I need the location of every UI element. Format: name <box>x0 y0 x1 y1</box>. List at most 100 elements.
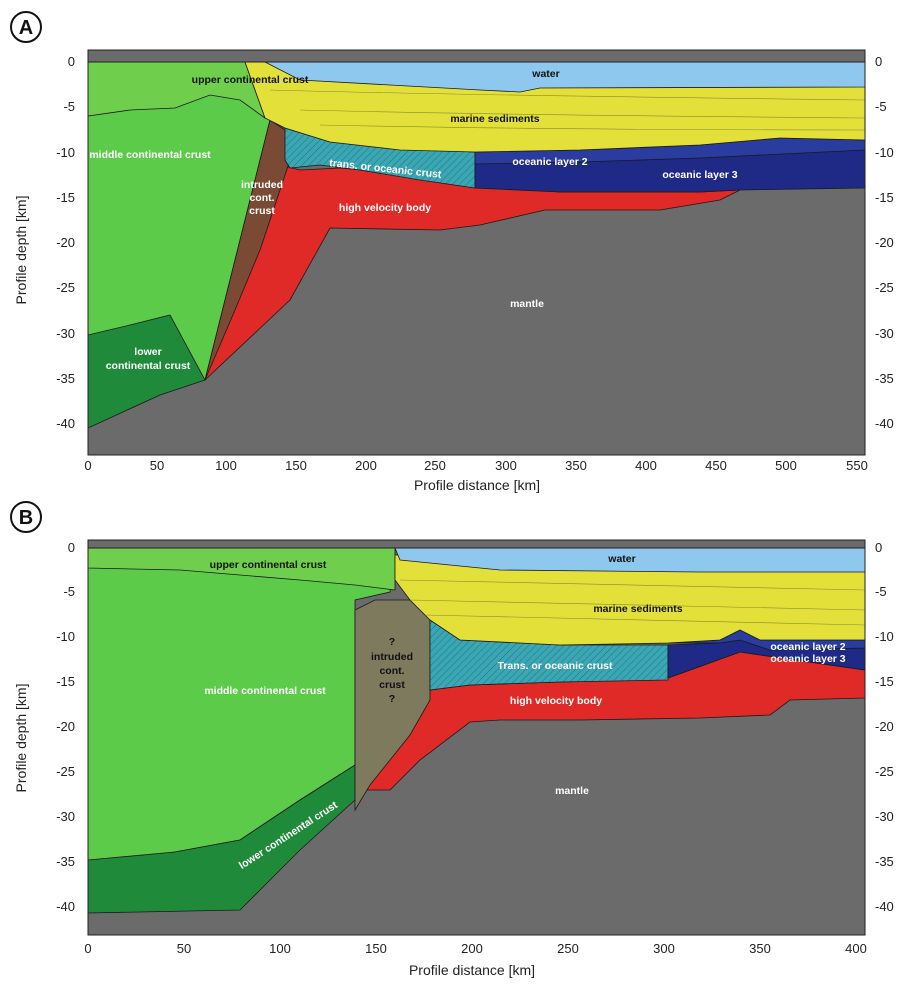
a-xtick: 550 <box>846 458 868 473</box>
panel-b-badge: B <box>19 507 33 529</box>
b-xtick: 300 <box>653 941 675 956</box>
a-ytick: 0 <box>68 54 75 69</box>
a-ytick-right: -35 <box>875 371 894 386</box>
a-ytick: -30 <box>56 326 75 341</box>
a-xtick: 0 <box>84 458 91 473</box>
label-middle-crust: middle continental crust <box>204 685 326 697</box>
b-xtick: 100 <box>269 941 291 956</box>
a-ytick-right: -10 <box>875 145 894 160</box>
a-ytick-right: -40 <box>875 416 894 431</box>
label-trans-oceanic: Trans. or oceanic crust <box>498 660 613 672</box>
label-intruded-2: cont. <box>379 665 404 677</box>
a-xtick: 150 <box>285 458 307 473</box>
a-ytick-right: -5 <box>875 99 887 114</box>
label-upper-crust: upper continental crust <box>210 559 327 571</box>
b-ylabel: Profile depth [km] <box>13 684 29 793</box>
b-ytick: -40 <box>56 899 75 914</box>
b-ytick: -35 <box>56 854 75 869</box>
a-xtick: 50 <box>150 458 164 473</box>
a-ytick-right: 0 <box>875 54 882 69</box>
b-xtick: 350 <box>749 941 771 956</box>
a-ytick: -5 <box>63 99 75 114</box>
a-xtick: 300 <box>495 458 517 473</box>
label-water: water <box>531 68 559 80</box>
panel-b-frame <box>87 539 866 936</box>
a-xtick: 250 <box>424 458 446 473</box>
a-ytick: -25 <box>56 280 75 295</box>
label-intruded-1: intruded <box>241 179 283 191</box>
panel-a-frame <box>87 49 866 456</box>
a-xlabel: Profile distance [km] <box>414 477 540 493</box>
label-intruded-q1: ? <box>389 636 395 648</box>
b-ytick-right: -35 <box>875 854 894 869</box>
label-middle-crust: middle continental crust <box>89 149 211 161</box>
a-xtick: 350 <box>565 458 587 473</box>
a-xtick: 500 <box>775 458 797 473</box>
b-ytick-right: -30 <box>875 809 894 824</box>
label-intruded-3: crust <box>249 205 275 217</box>
b-ytick-right: -15 <box>875 674 894 689</box>
b-ytick-right: -10 <box>875 629 894 644</box>
a-ytick-right: -30 <box>875 326 894 341</box>
b-ytick: -20 <box>56 719 75 734</box>
a-xtick: 100 <box>215 458 237 473</box>
label-upper-crust: upper continental crust <box>192 74 309 86</box>
label-marine-sediments: marine sediments <box>593 603 682 615</box>
b-ytick-right: -25 <box>875 764 894 779</box>
a-xtick: 200 <box>355 458 377 473</box>
b-xtick: 150 <box>365 941 387 956</box>
label-oceanic-layer-2: oceanic layer 2 <box>770 641 845 653</box>
a-ytick-right: -25 <box>875 280 894 295</box>
b-ytick-right: 0 <box>875 540 882 555</box>
b-ytick: -10 <box>56 629 75 644</box>
label-oceanic-layer-2: oceanic layer 2 <box>512 156 587 168</box>
label-lower-crust-2: continental crust <box>106 360 191 372</box>
b-ytick: 0 <box>68 540 75 555</box>
b-xtick: 50 <box>177 941 191 956</box>
a-ytick: -15 <box>56 190 75 205</box>
a-ytick-right: -20 <box>875 235 894 250</box>
b-xtick: 0 <box>84 941 91 956</box>
label-lower-crust-1: lower <box>134 346 161 358</box>
intruded-crust-layer <box>354 599 431 812</box>
label-mantle: mantle <box>510 298 544 310</box>
b-xlabel: Profile distance [km] <box>409 962 535 978</box>
a-xtick: 450 <box>705 458 727 473</box>
a-ytick: -40 <box>56 416 75 431</box>
panel-a: A upper continental crust water marine s… <box>10 11 894 493</box>
label-oceanic-layer-3: oceanic layer 3 <box>662 169 737 181</box>
b-ytick: -15 <box>56 674 75 689</box>
label-intruded-q2: ? <box>389 693 395 705</box>
b-ytick-right: -40 <box>875 899 894 914</box>
label-high-velocity: high velocity body <box>510 695 602 707</box>
label-oceanic-layer-3: oceanic layer 3 <box>770 653 845 665</box>
b-ytick-right: -5 <box>875 584 887 599</box>
b-ytick: -25 <box>56 764 75 779</box>
a-ytick-right: -15 <box>875 190 894 205</box>
high-velocity-body-layer <box>204 164 741 381</box>
b-ytick-right: -20 <box>875 719 894 734</box>
a-ytick: -35 <box>56 371 75 386</box>
b-xtick: 200 <box>461 941 483 956</box>
sediment-lines <box>269 89 866 131</box>
a-ylabel: Profile depth [km] <box>13 196 29 305</box>
label-intruded-1: intruded <box>371 651 413 663</box>
label-water: water <box>607 553 635 565</box>
panel-a-badge-circle <box>10 11 42 43</box>
label-intruded-3: crust <box>379 679 405 691</box>
a-ytick: -10 <box>56 145 75 160</box>
a-xtick: 400 <box>635 458 657 473</box>
label-marine-sediments: marine sediments <box>450 113 539 125</box>
label-high-velocity: high velocity body <box>339 202 431 214</box>
panel-a-badge: A <box>19 17 33 39</box>
b-ytick: -5 <box>63 584 75 599</box>
panel-b-badge-circle <box>10 501 42 533</box>
b-ytick: -30 <box>56 809 75 824</box>
b-xtick: 250 <box>557 941 579 956</box>
label-mantle: mantle <box>555 785 589 797</box>
b-xtick: 400 <box>845 941 867 956</box>
panel-b: B upper continental crust water marine s… <box>10 501 894 978</box>
a-ytick: -20 <box>56 235 75 250</box>
label-intruded-2: cont. <box>249 192 274 204</box>
